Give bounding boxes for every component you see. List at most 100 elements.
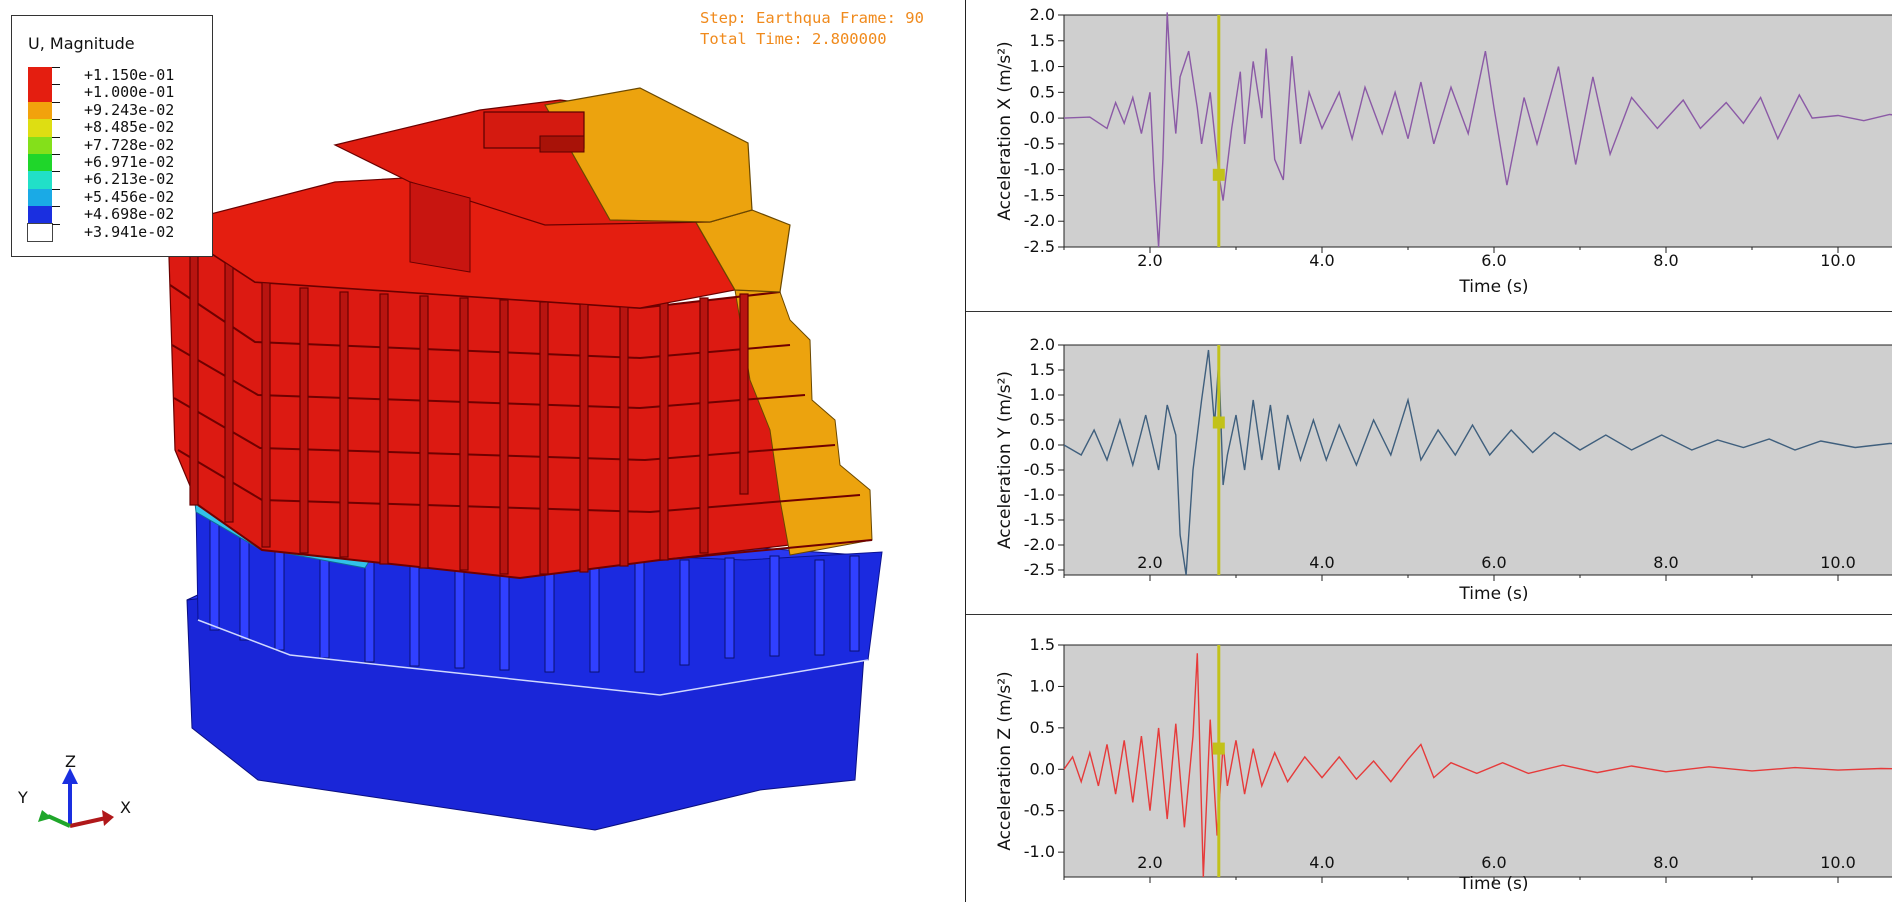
cursor-marker bbox=[1212, 168, 1225, 181]
step-frame-text: Step: Earthqua Frame: 90 bbox=[700, 9, 924, 27]
legend-tick bbox=[52, 101, 60, 103]
x-tick-label: 10.0 bbox=[1820, 853, 1856, 872]
y-tick-label: -1.5 bbox=[1024, 510, 1055, 529]
legend-value: +4.698e-02 bbox=[84, 205, 175, 224]
chart-acceleration-x[interactable]: 2.0 1.5 1.0 0.5 0.0 -0.5 -1.0 -1.5 -2.0 -2.5 2.0 4.… bbox=[966, 0, 1892, 310]
chart-acceleration-y[interactable]: 2.0 1.5 1.0 0.5 0.0 -0.5 -1.0 -1.5 -2.0 -2.5 2.0 4.… bbox=[966, 312, 1892, 612]
legend-value: +9.243e-02 bbox=[84, 100, 175, 119]
y-tick-label: 1.5 bbox=[1030, 360, 1055, 379]
podium-slab-line bbox=[197, 619, 869, 696]
legend-swatch bbox=[27, 222, 53, 243]
legend-tick bbox=[52, 154, 60, 155]
x-tick-label: 2.0 bbox=[1137, 853, 1162, 872]
legend-tick bbox=[52, 136, 60, 138]
x-tick-label: 8.0 bbox=[1653, 553, 1678, 572]
y-tick-label: 1.0 bbox=[1030, 385, 1055, 404]
y-tick-label: -2.0 bbox=[1024, 535, 1055, 554]
penthouse-roof-orange bbox=[544, 87, 753, 223]
legend-swatch bbox=[28, 119, 52, 137]
y-tick-label: -1.0 bbox=[1024, 160, 1055, 179]
building-model[interactable] bbox=[0, 0, 965, 918]
legend-swatch bbox=[28, 101, 52, 120]
y-tick-label: -2.0 bbox=[1024, 211, 1055, 230]
step-info: Step: Earthqua Frame: 90 Total Time: 2.80… bbox=[700, 8, 924, 50]
y-tick-label: 0.5 bbox=[1030, 82, 1055, 101]
y-tick-label: -1.5 bbox=[1024, 185, 1055, 204]
triad-axes bbox=[38, 768, 114, 828]
legend-swatch bbox=[28, 136, 52, 154]
x-tick-label: 6.0 bbox=[1481, 251, 1506, 270]
y-tick-label: 0.5 bbox=[1030, 410, 1055, 429]
legend-value: +1.150e-01 bbox=[84, 66, 175, 84]
legend-title: U, Magnitude bbox=[28, 34, 135, 53]
legend-swatch bbox=[28, 171, 52, 189]
chart-divider-2 bbox=[966, 614, 1892, 615]
x-tick-label: 4.0 bbox=[1309, 553, 1334, 572]
y-tick-label: -2.5 bbox=[1024, 560, 1055, 579]
x-tick-label: 6.0 bbox=[1481, 553, 1506, 572]
legend-swatch bbox=[28, 67, 52, 85]
legend-tick bbox=[52, 206, 60, 208]
y-tick-label: -1.0 bbox=[1024, 842, 1055, 861]
y-tick-label: -0.5 bbox=[1024, 460, 1055, 479]
x-tick-label: 10.0 bbox=[1820, 251, 1856, 270]
legend-tick bbox=[52, 119, 60, 121]
facade-columns bbox=[189, 244, 749, 575]
x-tick-label: 8.0 bbox=[1653, 251, 1678, 270]
y-tick-label: 1.5 bbox=[1030, 31, 1055, 50]
legend-tick bbox=[52, 223, 60, 225]
y-tick-label: 0.5 bbox=[1030, 718, 1055, 737]
y-arrow-head bbox=[38, 810, 52, 822]
upper-block-side-orange bbox=[734, 289, 873, 556]
legend-tick bbox=[52, 188, 60, 190]
y-tick-label: 2.0 bbox=[1030, 5, 1055, 24]
legend-tick bbox=[52, 67, 60, 68]
series-line bbox=[1063, 349, 1892, 576]
legend-swatch bbox=[28, 84, 52, 102]
y-tick-label: 1.0 bbox=[1030, 676, 1055, 695]
legend-swatch bbox=[28, 206, 52, 224]
series-line bbox=[1063, 12, 1892, 248]
legend-value: +8.485e-02 bbox=[84, 118, 175, 137]
triad-y-label: Y bbox=[18, 788, 28, 807]
y-tick-label: 0.0 bbox=[1030, 108, 1055, 127]
y-tick-label: 0.0 bbox=[1030, 759, 1055, 778]
legend-value: +3.941e-02 bbox=[84, 222, 175, 241]
x-tick-label: 4.0 bbox=[1309, 251, 1334, 270]
y-tick-label: -0.5 bbox=[1024, 801, 1055, 820]
x-tick-label: 2.0 bbox=[1137, 553, 1162, 572]
vertical-divider bbox=[965, 0, 966, 902]
y-axis-label: Acceleration Z (m/s²) bbox=[995, 671, 1015, 850]
y-tick-label: -0.5 bbox=[1024, 134, 1055, 153]
x-tick-label: 10.0 bbox=[1820, 553, 1856, 572]
y-axis-label: Acceleration Y (m/s²) bbox=[995, 371, 1015, 549]
x-axis-label: Time (s) bbox=[1458, 584, 1528, 604]
y-axis-arrow bbox=[47, 814, 71, 828]
model-viewport[interactable]: U, Magnitude +1.150e-01 +1.000e-01 +9.243e… bbox=[0, 0, 965, 918]
legend-swatch bbox=[28, 154, 52, 172]
plot-area bbox=[1063, 14, 1892, 248]
x-tick-label: 2.0 bbox=[1137, 251, 1162, 270]
legend-swatch bbox=[28, 188, 52, 207]
cursor-marker bbox=[1212, 416, 1225, 429]
legend-tick bbox=[52, 84, 60, 86]
triad-x-label: X bbox=[120, 798, 131, 817]
x-tick-label: 6.0 bbox=[1481, 853, 1506, 872]
legend-value: +7.728e-02 bbox=[84, 135, 175, 154]
legend-value: +5.456e-02 bbox=[84, 187, 175, 206]
x-axis-label: Time (s) bbox=[1458, 874, 1528, 894]
x-axis-arrow bbox=[69, 816, 107, 828]
y-tick-label: -1.0 bbox=[1024, 485, 1055, 504]
y-tick-label: -2.5 bbox=[1024, 237, 1055, 256]
chart-acceleration-z[interactable]: 1.5 1.0 0.5 0.0 -0.5 -1.0 2.0 4.0 6.0 8.0 10.0 Time… bbox=[966, 615, 1892, 918]
orientation-triad: Z Y X bbox=[14, 752, 144, 852]
x-arrow-head bbox=[102, 810, 114, 826]
plot-area bbox=[1063, 344, 1892, 576]
y-tick-label: 1.5 bbox=[1030, 635, 1055, 654]
y-tick-label: 0.0 bbox=[1030, 435, 1055, 454]
penthouse-wall bbox=[409, 181, 471, 273]
plot-area bbox=[1063, 644, 1892, 878]
cursor-marker bbox=[1212, 742, 1225, 755]
y-axis-label: Acceleration X (m/s²) bbox=[995, 41, 1015, 220]
legend-value: +6.971e-02 bbox=[84, 153, 175, 171]
